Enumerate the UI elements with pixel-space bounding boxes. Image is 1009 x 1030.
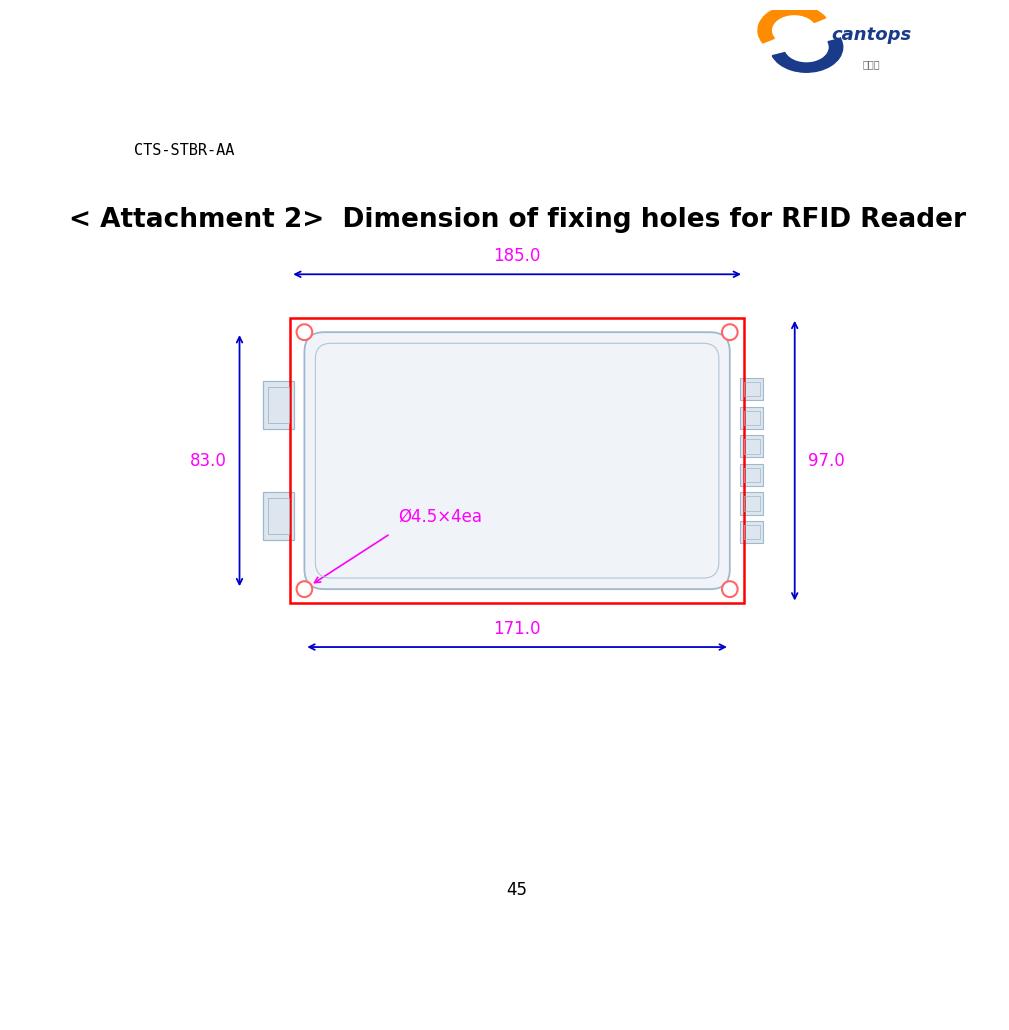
Circle shape [722,581,738,597]
Text: CTS-STBR-AA: CTS-STBR-AA [134,143,234,159]
Text: Ø4.5×4ea: Ø4.5×4ea [399,508,482,525]
Bar [263,492,295,540]
Wedge shape [772,38,843,72]
Bar [740,521,764,543]
Bar [744,496,760,511]
Text: 171.0: 171.0 [493,619,541,638]
Text: cantops: cantops [831,27,912,44]
Bar [263,381,295,428]
Bar [268,497,289,535]
Bar [268,387,289,423]
Bar [740,464,764,486]
Bar [740,378,764,401]
Text: 185.0: 185.0 [493,247,541,265]
Bar [740,436,764,457]
Bar [744,382,760,397]
Text: 캔탑스: 캔탑스 [863,59,881,69]
Bar [744,468,760,482]
Bar [291,318,744,604]
Bar [744,439,760,453]
Text: < Attachment 2>  Dimension of fixing holes for RFID Reader: < Attachment 2> Dimension of fixing hole… [69,207,966,233]
Bar [744,525,760,539]
FancyBboxPatch shape [305,333,730,589]
Bar [744,411,760,425]
Text: 97.0: 97.0 [807,452,845,470]
Wedge shape [758,5,825,43]
Bar [740,492,764,515]
Text: 83.0: 83.0 [190,452,227,470]
Circle shape [297,324,312,340]
Bar [740,407,764,428]
Text: 45: 45 [507,882,528,899]
Circle shape [722,324,738,340]
Circle shape [297,581,312,597]
